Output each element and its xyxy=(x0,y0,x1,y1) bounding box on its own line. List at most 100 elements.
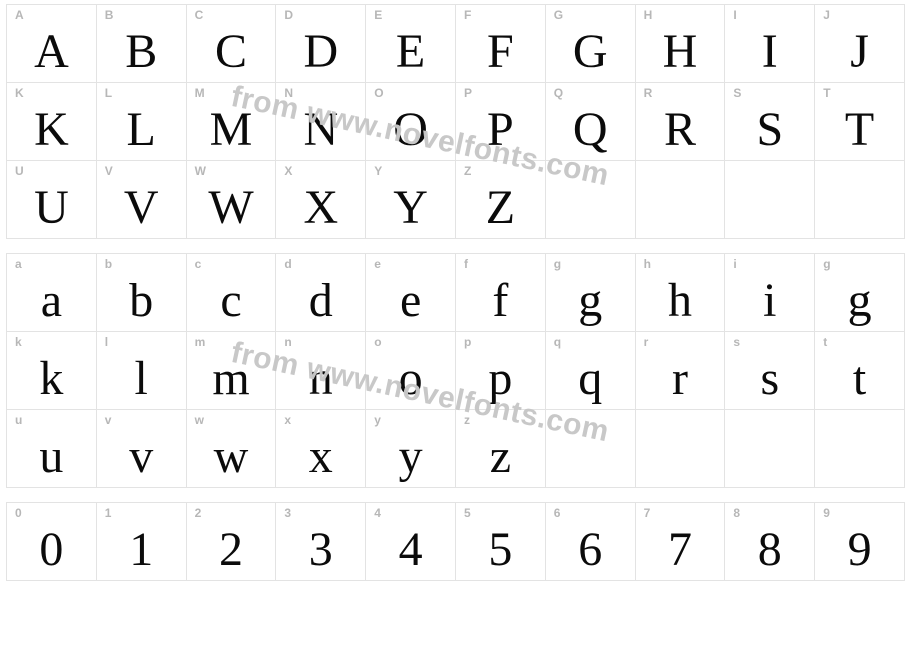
glyph-block-lowercase: aabbccddeeffgghhiiggkkllmmnnooppqqrrsstt… xyxy=(6,253,905,488)
glyph-cell: ss xyxy=(725,332,815,410)
glyph-cell-glyph: 1 xyxy=(97,526,186,574)
glyph-cell-label: a xyxy=(15,258,22,270)
glyph-cell-glyph: T xyxy=(815,106,904,154)
glyph-cell xyxy=(546,161,636,239)
glyph-cell-label: F xyxy=(464,9,471,21)
glyph-cell-glyph: u xyxy=(7,433,96,481)
glyph-cell-glyph: E xyxy=(366,28,455,76)
glyph-cell-glyph: S xyxy=(725,106,814,154)
glyph-cell-label: 0 xyxy=(15,507,22,519)
glyph-cell-glyph: p xyxy=(456,355,545,403)
glyph-cell-label: c xyxy=(195,258,202,270)
glyph-cell-glyph: 6 xyxy=(546,526,635,574)
glyph-cell-glyph: g xyxy=(815,277,904,325)
glyph-cell-label: f xyxy=(464,258,468,270)
glyph-cell-glyph: O xyxy=(366,106,455,154)
glyph-cell-label: v xyxy=(105,414,112,426)
glyph-cell: rr xyxy=(636,332,726,410)
glyph-cell-label: A xyxy=(15,9,24,21)
glyph-cell: ff xyxy=(456,254,546,332)
glyph-cell-glyph: n xyxy=(276,355,365,403)
glyph-cell: 88 xyxy=(725,503,815,581)
glyph-cell: zz xyxy=(456,410,546,488)
glyph-cell: EE xyxy=(366,5,456,83)
glyph-cell-glyph: 9 xyxy=(815,526,904,574)
glyph-cell-label: V xyxy=(105,165,113,177)
glyph-cell-glyph: I xyxy=(725,28,814,76)
glyph-cell: aa xyxy=(7,254,97,332)
glyph-cell: OO xyxy=(366,83,456,161)
glyph-cell: dd xyxy=(276,254,366,332)
glyph-cell-glyph: 3 xyxy=(276,526,365,574)
glyph-cell-glyph: d xyxy=(276,277,365,325)
glyph-cell-glyph: 0 xyxy=(7,526,96,574)
glyph-cell xyxy=(636,161,726,239)
glyph-cell-glyph: K xyxy=(7,106,96,154)
glyph-block-digits: 00112233445566778899 xyxy=(6,502,905,581)
glyph-cell-label: 6 xyxy=(554,507,561,519)
glyph-cell: UU xyxy=(7,161,97,239)
glyph-cell-glyph: Z xyxy=(456,184,545,232)
glyph-cell-label: z xyxy=(464,414,470,426)
glyph-cell-label: P xyxy=(464,87,472,99)
glyph-cell-glyph: U xyxy=(7,184,96,232)
glyph-cell: hh xyxy=(636,254,726,332)
glyph-cell: kk xyxy=(7,332,97,410)
glyph-cell xyxy=(815,161,905,239)
glyph-cell-label: O xyxy=(374,87,383,99)
glyph-cell: vv xyxy=(97,410,187,488)
glyph-cell: AA xyxy=(7,5,97,83)
glyph-cell: bb xyxy=(97,254,187,332)
glyph-cell: 22 xyxy=(187,503,277,581)
glyph-cell: DD xyxy=(276,5,366,83)
glyph-cell: LL xyxy=(97,83,187,161)
glyph-cell-label: x xyxy=(284,414,291,426)
glyph-cell-glyph: a xyxy=(7,277,96,325)
glyph-cell-glyph: D xyxy=(276,28,365,76)
glyph-cell-label: g xyxy=(554,258,561,270)
glyph-cell-glyph: b xyxy=(97,277,186,325)
glyph-cell-label: d xyxy=(284,258,291,270)
glyph-cell: HH xyxy=(636,5,726,83)
glyph-cell: 00 xyxy=(7,503,97,581)
glyph-cell-label: m xyxy=(195,336,206,348)
glyph-cell: II xyxy=(725,5,815,83)
glyph-cell-label: g xyxy=(823,258,830,270)
glyph-cell-label: G xyxy=(554,9,563,21)
glyph-cell-glyph: A xyxy=(7,28,96,76)
glyph-cell: ii xyxy=(725,254,815,332)
glyph-cell-glyph: m xyxy=(187,355,276,403)
glyph-cell: JJ xyxy=(815,5,905,83)
glyph-cell-label: 7 xyxy=(644,507,651,519)
glyph-cell: 77 xyxy=(636,503,726,581)
glyph-cell-label: i xyxy=(733,258,736,270)
glyph-cell: WW xyxy=(187,161,277,239)
glyph-cell-label: M xyxy=(195,87,205,99)
glyph-cell-label: B xyxy=(105,9,114,21)
glyph-cell: RR xyxy=(636,83,726,161)
glyph-cell-label: H xyxy=(644,9,653,21)
glyph-cell-label: n xyxy=(284,336,291,348)
glyph-cell-label: 1 xyxy=(105,507,112,519)
glyph-cell-label: K xyxy=(15,87,24,99)
glyph-cell-label: 3 xyxy=(284,507,291,519)
glyph-cell-label: 2 xyxy=(195,507,202,519)
glyph-cell: ee xyxy=(366,254,456,332)
glyph-cell: BB xyxy=(97,5,187,83)
glyph-cell-label: Z xyxy=(464,165,471,177)
glyph-cell: qq xyxy=(546,332,636,410)
glyph-cell: QQ xyxy=(546,83,636,161)
glyph-cell-label: q xyxy=(554,336,561,348)
glyph-cell-label: L xyxy=(105,87,112,99)
glyph-cell: ll xyxy=(97,332,187,410)
glyph-cell-glyph: C xyxy=(187,28,276,76)
glyph-cell-glyph: M xyxy=(187,106,276,154)
glyph-cell: 66 xyxy=(546,503,636,581)
glyph-cell-label: y xyxy=(374,414,381,426)
glyph-cell: uu xyxy=(7,410,97,488)
glyph-cell-glyph: x xyxy=(276,433,365,481)
glyph-cell: GG xyxy=(546,5,636,83)
glyph-cell-label: 8 xyxy=(733,507,740,519)
glyph-cell-glyph: 7 xyxy=(636,526,725,574)
glyph-cell: 99 xyxy=(815,503,905,581)
